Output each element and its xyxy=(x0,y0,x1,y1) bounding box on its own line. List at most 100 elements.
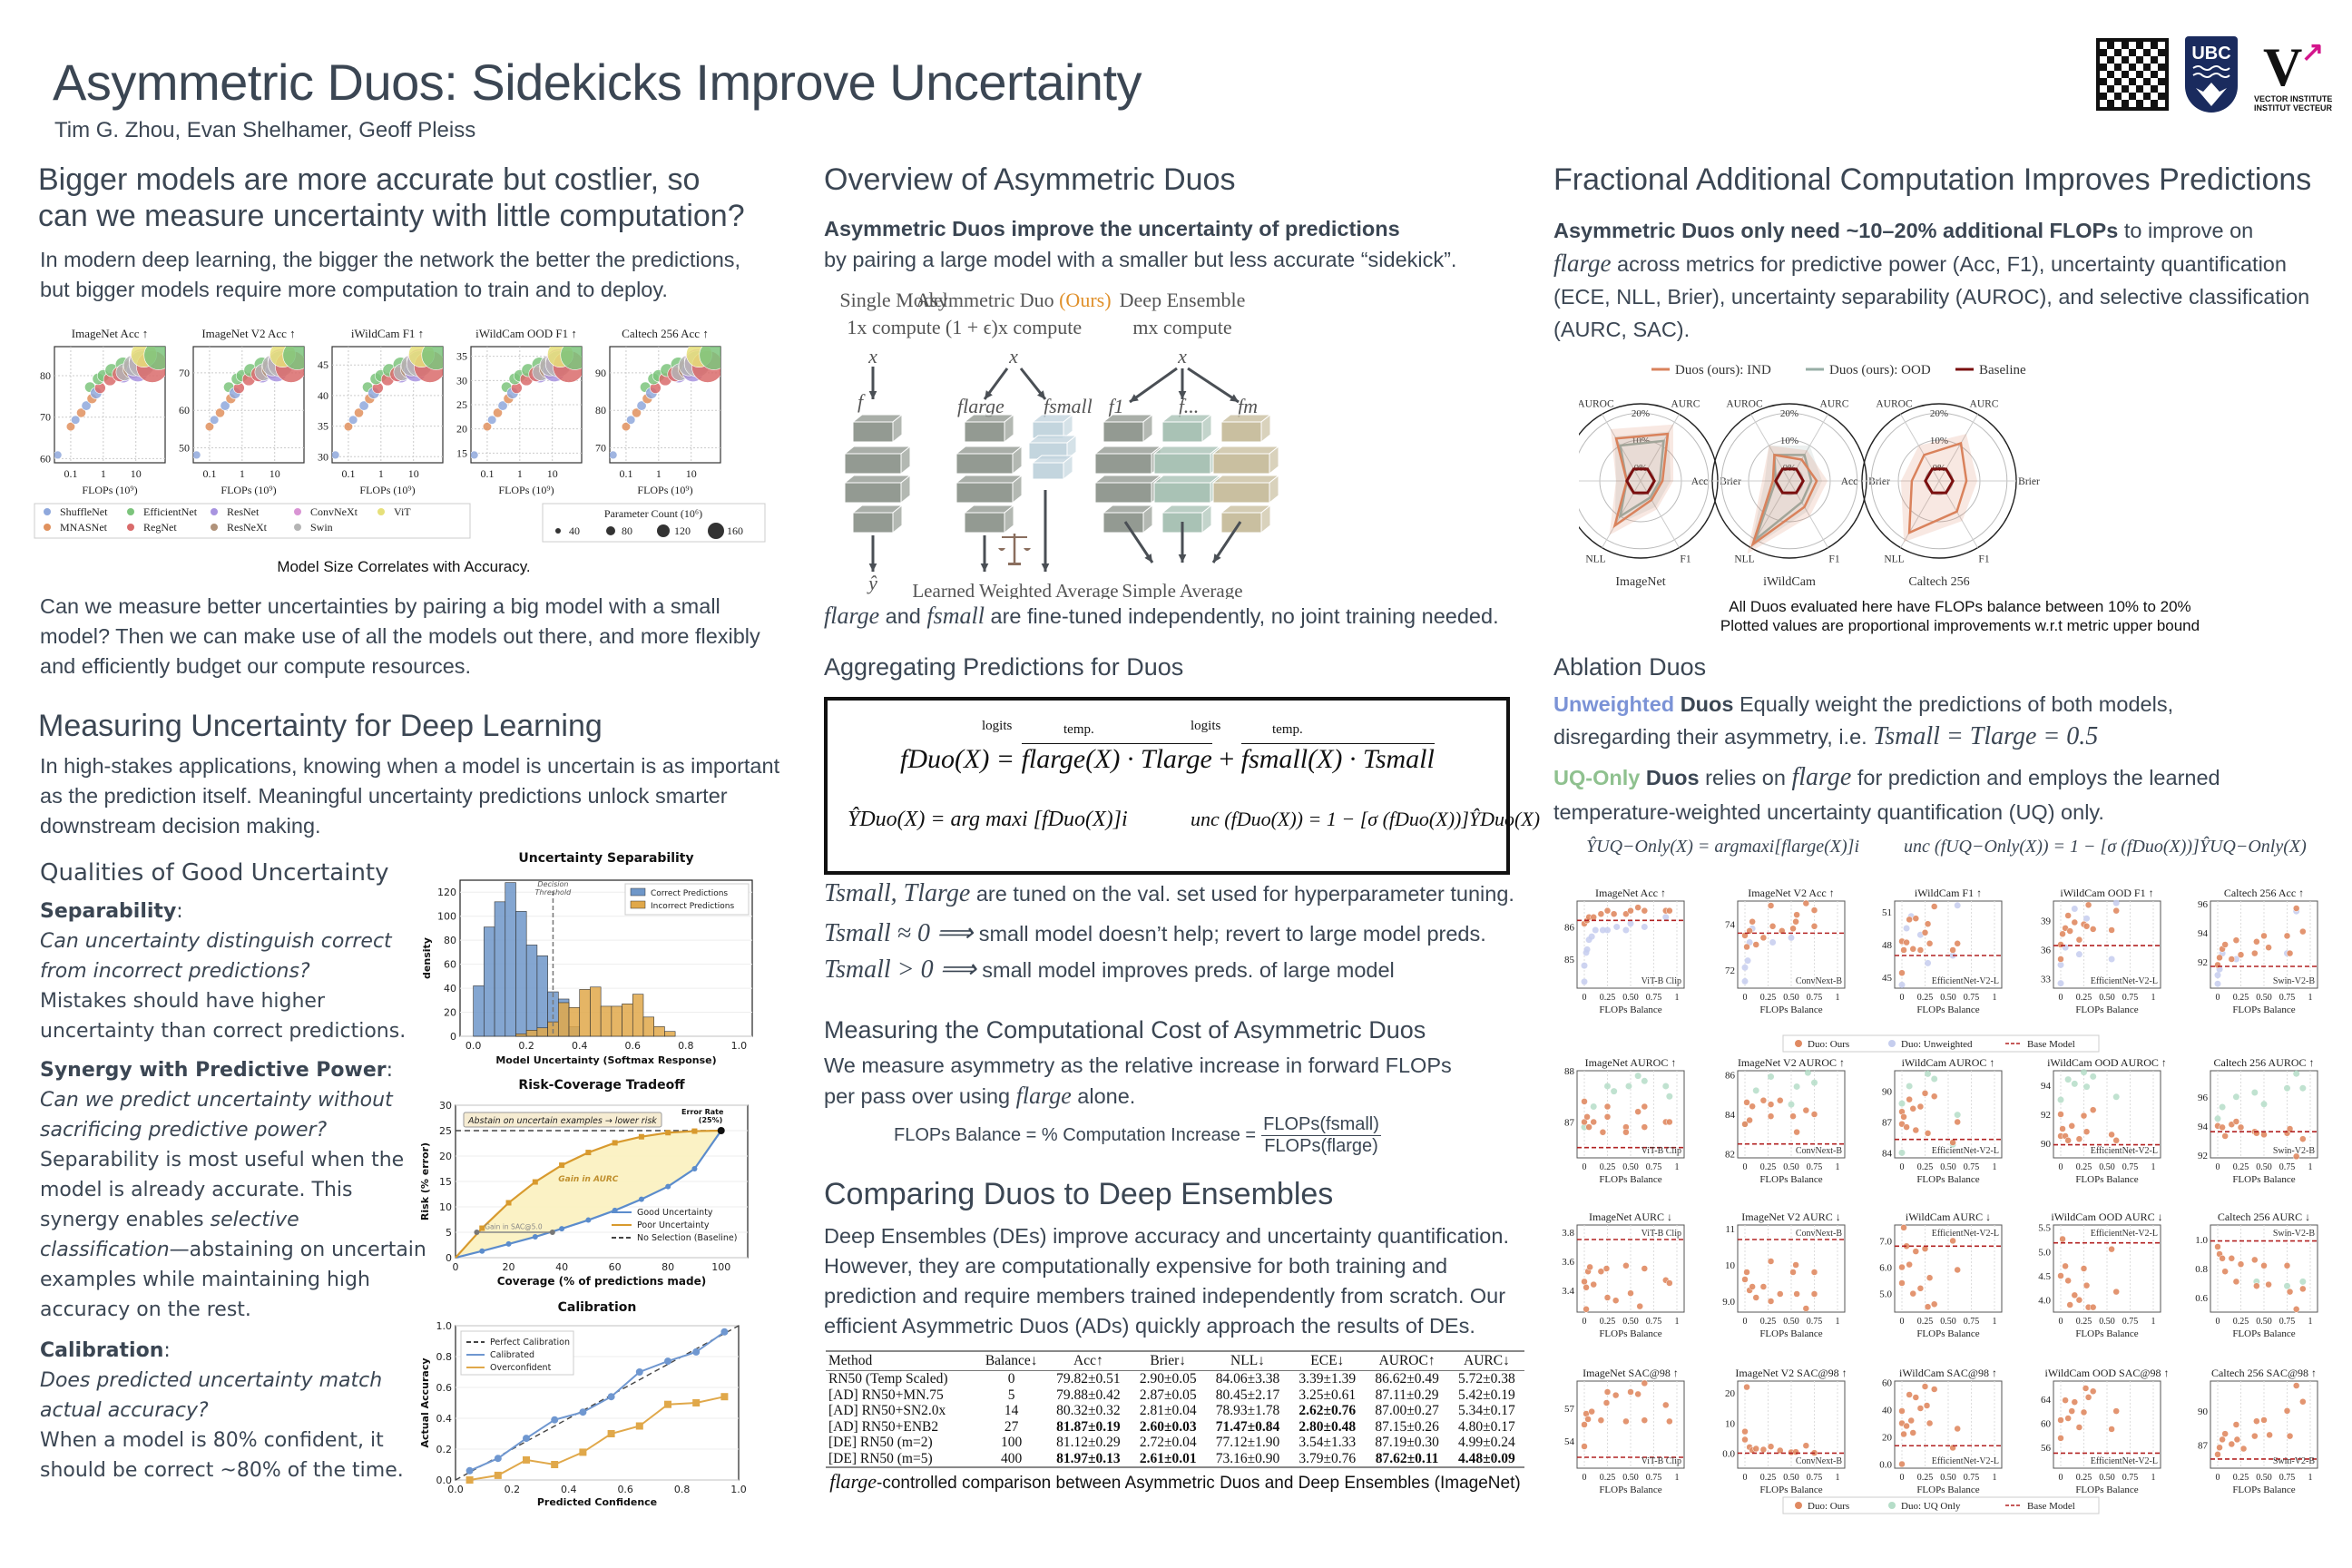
data-point-ours xyxy=(2219,1255,2226,1262)
data-point-ours xyxy=(2283,932,2291,940)
data-point xyxy=(497,400,508,411)
data-point-ours xyxy=(1930,1386,1938,1393)
panel-title: ImageNet V2 SAC@98 ↑ xyxy=(1735,1367,1847,1379)
duos-word: Duos xyxy=(1680,692,1734,716)
points-group xyxy=(471,347,582,460)
x-tick-label: 0.0 xyxy=(447,1484,464,1495)
table-cell: 2.80±0.48 xyxy=(1298,1418,1357,1435)
arrow-head xyxy=(1041,563,1050,572)
simple-average-label: Simple Average xyxy=(1122,580,1242,599)
radar-tick-label: 20% xyxy=(1780,408,1798,419)
data-point-ours xyxy=(1916,946,1925,954)
data-point-ablation xyxy=(1611,1088,1618,1095)
data-point-ours xyxy=(1900,1224,1907,1231)
data-point-ablation xyxy=(2299,1084,2307,1092)
qr-code-icon[interactable] xyxy=(2096,38,2169,111)
legend-label: ViT xyxy=(394,505,411,518)
x-tick-label: 1 xyxy=(2151,1162,2156,1172)
data-point-ours xyxy=(1777,1290,1784,1298)
data-point xyxy=(332,450,340,460)
data-point-ours xyxy=(1792,917,1799,926)
data-point-ablation xyxy=(1898,981,1906,988)
x-tick-label: 10 xyxy=(686,467,697,480)
x-tick-label: 0.75 xyxy=(2279,1317,2296,1327)
x-tick-label: 0.50 xyxy=(2256,1317,2272,1327)
panel-title: ImageNet SAC@98 ↑ xyxy=(1583,1367,1679,1379)
arrow-head xyxy=(1036,390,1045,399)
data-point xyxy=(579,1448,587,1456)
data-point-ours xyxy=(1634,1390,1642,1398)
model-label: Swin-V2-B xyxy=(2273,1456,2315,1466)
data-point xyxy=(471,450,479,460)
y-tick-label: 92 xyxy=(2041,1110,2051,1121)
data-point-ours xyxy=(1603,906,1612,915)
panel-title: iWildCam AUROC ↑ xyxy=(1902,1056,1995,1069)
table-header-cell: AUROC↑ xyxy=(1365,1351,1449,1371)
ensemble-member-m-top xyxy=(1211,446,1280,455)
arrow-head xyxy=(868,563,877,572)
data-point-ablation xyxy=(2083,915,2091,922)
chart-title: Uncertainty Separability xyxy=(518,851,693,866)
data-point-ours xyxy=(1759,934,1768,942)
table-cell: 3.79±0.76 xyxy=(1298,1450,1357,1466)
table-header-cell: Method xyxy=(826,1351,977,1371)
data-point-ours xyxy=(1641,906,1649,915)
data-point-ours xyxy=(2089,1303,2097,1311)
ensemble-member-1 xyxy=(1102,512,1144,534)
data-point xyxy=(54,450,63,460)
data-point-ours xyxy=(2253,1130,2260,1137)
data-point-ours xyxy=(1749,1283,1756,1290)
data-point-ours xyxy=(2228,1440,2236,1448)
series-line xyxy=(469,1330,725,1472)
x-tick-label: 0 xyxy=(453,1261,459,1273)
data-point-ours xyxy=(2286,1288,2294,1296)
data-point-ours xyxy=(1741,1436,1749,1444)
y-tick-label: 96 xyxy=(2198,1093,2209,1103)
y-tick-label: 64 xyxy=(2041,1395,2052,1406)
data-point xyxy=(466,1466,474,1475)
data-point-ours xyxy=(2068,1122,2075,1130)
threshold-annotation: Threshold xyxy=(535,888,573,897)
measuring-paragraph: In high-stakes applications, knowing whe… xyxy=(40,754,780,838)
cost-line1: We measure asymmetry as the relative inc… xyxy=(824,1054,1452,1077)
poster-title: Asymmetric Duos: Sidekicks Improve Uncer… xyxy=(53,54,1142,111)
size-legend-dot xyxy=(708,523,724,539)
risk-coverage-chart: Risk-Coverage Tradeoff 0 5 10 15 20 25 30 0 20 40 6… xyxy=(419,1078,749,1288)
quality-question: Does predicted uncertainty match actual … xyxy=(40,1369,383,1422)
arrow-line xyxy=(1129,367,1178,404)
x-tick-label: 1 xyxy=(1993,1162,1997,1172)
panel-title: Caltech 256 AUROC ↑ xyxy=(2214,1056,2315,1069)
quality-name: Calibration xyxy=(40,1339,164,1362)
data-point xyxy=(691,1128,698,1134)
y-tick-label: 3.4 xyxy=(1562,1286,1574,1297)
x-tick-label: 100 xyxy=(711,1261,730,1273)
y-tick-label: 40 xyxy=(444,983,456,995)
data-point-ablation xyxy=(2057,980,2064,987)
qualities-heading: Qualities of Good Uncertainty xyxy=(40,858,389,887)
points-group xyxy=(610,347,720,460)
ensemble-member-1-top xyxy=(1093,446,1162,455)
panel-title: iWildCam F1 ↑ xyxy=(1915,887,1982,899)
x-tick-label: 0.50 xyxy=(1783,1473,1799,1483)
data-point-ours xyxy=(1909,1105,1916,1112)
x-tick-label: 0 xyxy=(1900,993,1905,1003)
x-axis-label: FLOPs Balance xyxy=(2232,1174,2295,1185)
arrow-line xyxy=(1187,367,1240,404)
model-label: EfficientNet-V2-L xyxy=(2091,1456,2158,1466)
data-point-ours xyxy=(2108,1426,2115,1433)
x-tick-label: 0.25 xyxy=(1760,1473,1777,1483)
model-label: EfficientNet-V2-L xyxy=(1932,1146,1999,1156)
x-tick-label: 0.75 xyxy=(2122,1473,2139,1483)
results-table: Method Balance↓ Acc↑ Brier↓ NLL↓ ECE↓ AUROC↑ AU… xyxy=(826,1350,1524,1468)
data-point-ours xyxy=(1900,1113,1907,1121)
radar-series-baseline xyxy=(1924,467,1955,495)
x-tick-label: 0 xyxy=(2059,1162,2063,1172)
data-point xyxy=(607,1393,615,1401)
legend-label: MNASNet xyxy=(60,521,108,534)
radar-charts: Duos (ours): IND Duos (ours): OOD Baseline… xyxy=(1579,363,2040,589)
legend-label: ShuffleNet xyxy=(60,505,108,518)
data-point-ablation xyxy=(2057,961,2064,968)
data-point-ours xyxy=(2064,1277,2072,1285)
data-point-ours xyxy=(1903,1422,1910,1430)
data-point xyxy=(65,422,76,432)
